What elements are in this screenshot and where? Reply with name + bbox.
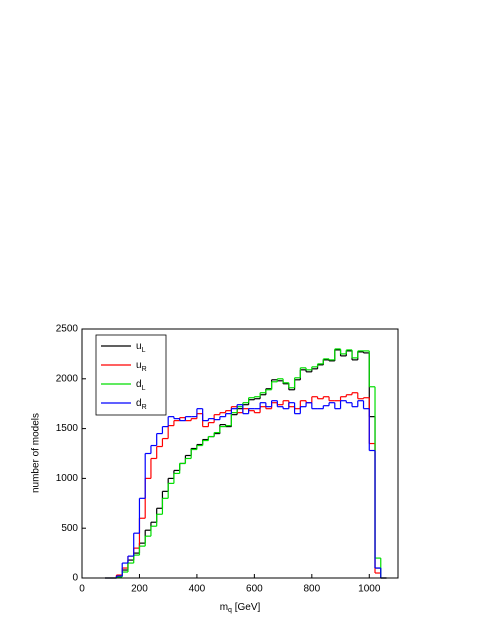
x-tick-label: 200 [131, 584, 148, 595]
y-tick-label: 500 [61, 523, 78, 534]
legend-label: dR [136, 398, 147, 411]
x-tick-label: 1000 [358, 584, 381, 595]
legend-box [95, 334, 167, 416]
legend-label: uL [136, 341, 146, 354]
y-tick-label: 1000 [56, 473, 79, 484]
y-tick-label: 2500 [56, 324, 79, 335]
y-tick-label: 0 [72, 573, 78, 584]
x-tick-label: 400 [189, 584, 206, 595]
legend-label: uR [136, 360, 147, 373]
legend-name: d [136, 398, 142, 409]
x-axis-label: mq [GeV] [220, 602, 261, 614]
y-axis-label: number of models [31, 413, 42, 493]
legend-subscript: R [142, 404, 147, 411]
legend-name: u [136, 341, 142, 352]
legend-subscript: L [142, 347, 146, 354]
x-tick-label: 800 [303, 584, 320, 595]
series [104, 392, 387, 579]
y-tick-label: 1500 [56, 423, 79, 434]
legend-subscript: L [142, 385, 146, 392]
legend-subscript: R [142, 366, 147, 373]
legend-name: d [136, 379, 142, 390]
series [104, 400, 387, 579]
plot-frame [81, 328, 399, 579]
x-tick-label: 0 [79, 584, 85, 595]
x-tick-label: 600 [246, 584, 263, 595]
legend-label: dL [136, 379, 146, 392]
legend-name: u [136, 360, 142, 371]
y-tick-label: 2000 [56, 373, 79, 384]
